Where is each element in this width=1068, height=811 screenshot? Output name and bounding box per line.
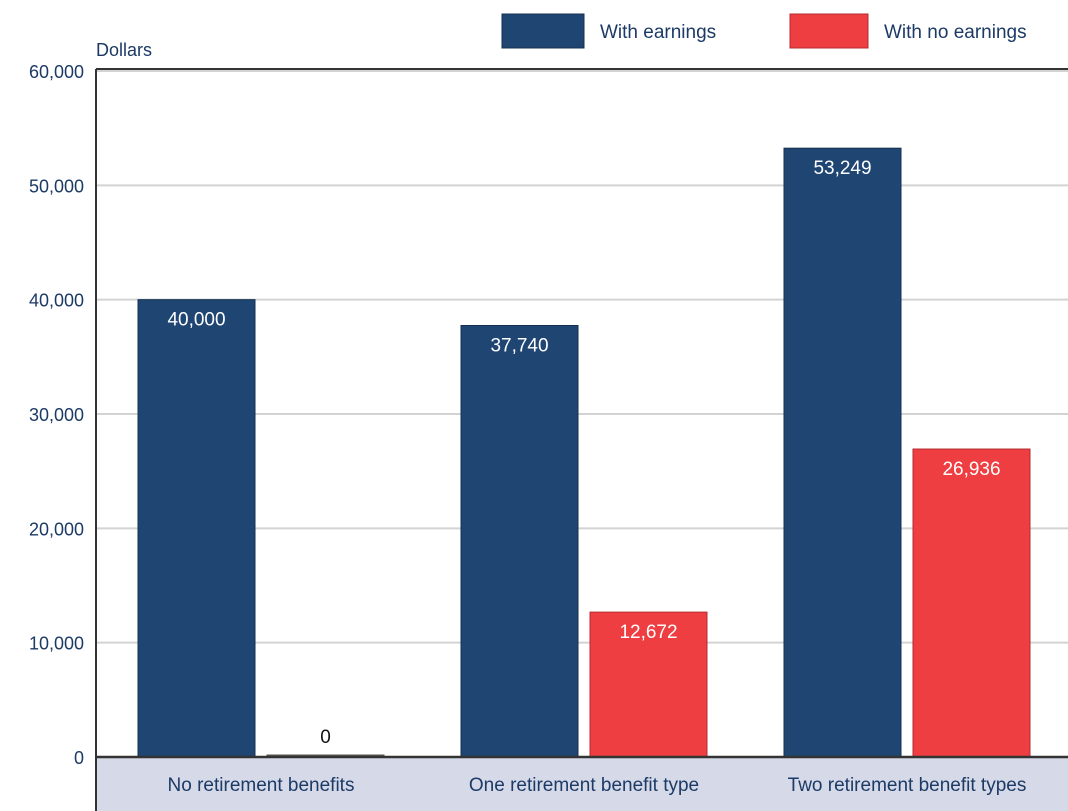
bar — [137, 299, 256, 758]
legend-label-with-no-earnings: With no earnings — [884, 22, 1027, 43]
y-tick-label: 60,000 — [29, 62, 84, 82]
legend: With earnings With no earnings — [501, 13, 1027, 49]
bar — [589, 611, 708, 758]
data-label: 26,936 — [942, 459, 1000, 480]
category-label: No retirement benefits — [168, 775, 355, 796]
y-tick-label: 40,000 — [29, 291, 84, 311]
legend-swatch-with-earnings — [501, 13, 585, 49]
category-label: Two retirement benefit types — [788, 775, 1027, 796]
data-label: 53,249 — [813, 158, 871, 179]
y-tick-label: 10,000 — [29, 634, 84, 654]
data-label: 40,000 — [167, 310, 225, 331]
category-label: One retirement benefit type — [469, 775, 699, 796]
bar — [912, 448, 1031, 758]
data-label: 12,672 — [619, 622, 677, 643]
y-tick-label: 20,000 — [29, 519, 84, 539]
legend-swatch-with-no-earnings — [789, 13, 869, 49]
category-band — [96, 757, 1068, 811]
bar — [783, 147, 902, 758]
legend-label-with-earnings: With earnings — [600, 22, 716, 43]
data-label: 0 — [320, 727, 331, 748]
data-label: 37,740 — [490, 336, 548, 357]
y-tick-label: 0 — [74, 748, 84, 768]
plot-area: 0 10,000 20,000 30,000 40,000 50,000 60,000 40,… — [29, 62, 1068, 811]
y-tick-label: 50,000 — [29, 176, 84, 196]
y-axis-label: Dollars — [96, 40, 152, 60]
y-tick-label: 30,000 — [29, 405, 84, 425]
bar — [460, 325, 579, 758]
